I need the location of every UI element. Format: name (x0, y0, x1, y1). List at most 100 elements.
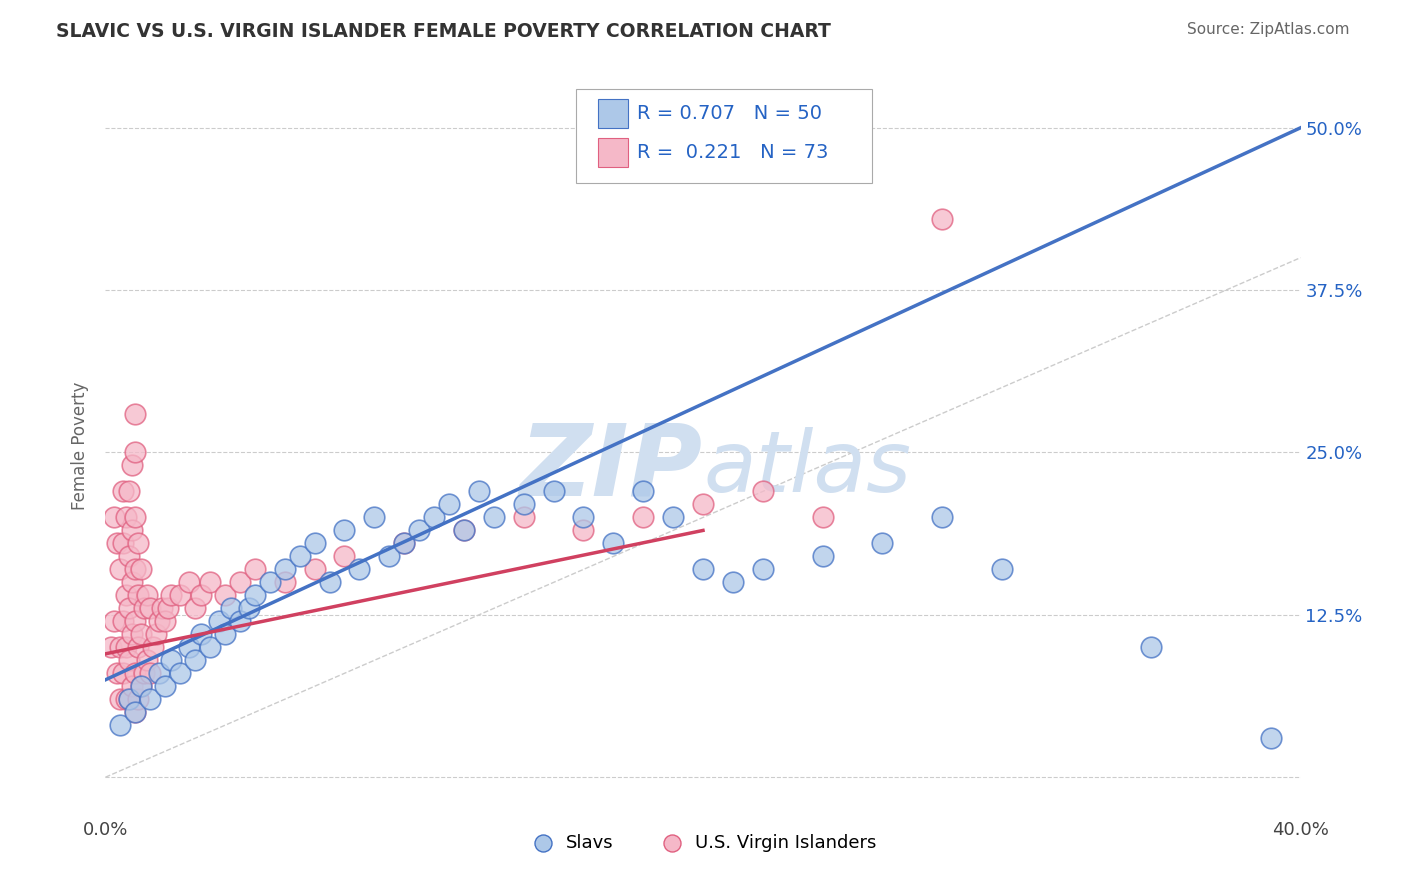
Point (543, 484, 565, 499)
Point (129, 679, 153, 693)
Text: Source: ZipAtlas.com: Source: ZipAtlas.com (1187, 22, 1350, 37)
Point (136, 588, 159, 602)
Point (468, 484, 491, 499)
Point (127, 536, 149, 550)
Point (259, 575, 281, 590)
Point (513, 498, 536, 512)
Point (177, 640, 201, 655)
Point (721, 575, 744, 590)
Point (148, 666, 170, 681)
Point (423, 510, 446, 524)
Point (363, 510, 385, 524)
Point (437, 498, 460, 512)
Point (751, 484, 773, 499)
Point (219, 601, 242, 615)
Text: ZIP: ZIP (520, 420, 703, 516)
Point (129, 562, 153, 576)
Point (184, 653, 207, 667)
Point (513, 510, 536, 524)
Point (811, 510, 834, 524)
Point (121, 575, 143, 590)
Point (243, 562, 266, 576)
Point (169, 588, 191, 602)
Point (184, 601, 207, 615)
Point (134, 601, 156, 615)
Point (124, 562, 146, 576)
Point (112, 536, 135, 550)
Point (160, 588, 183, 602)
Text: R = 0.707   N = 50: R = 0.707 N = 50 (637, 103, 823, 123)
Point (692, 562, 714, 576)
Point (304, 536, 326, 550)
Point (124, 445, 146, 459)
Point (408, 524, 430, 538)
Point (124, 706, 146, 720)
Point (115, 692, 138, 706)
Point (129, 627, 153, 641)
Point (118, 692, 141, 706)
Point (1260, 731, 1282, 746)
Point (115, 510, 138, 524)
Point (136, 653, 159, 667)
Point (155, 679, 177, 693)
Point (198, 640, 221, 655)
Point (214, 588, 236, 602)
Point (177, 575, 201, 590)
Point (124, 706, 146, 720)
Point (394, 536, 416, 550)
Point (333, 524, 356, 538)
Point (160, 653, 183, 667)
Point (190, 588, 212, 602)
Point (110, 562, 132, 576)
Point (692, 498, 714, 512)
Point (453, 524, 475, 538)
Point (394, 536, 416, 550)
Point (110, 718, 132, 732)
Point (229, 575, 252, 590)
Text: atlas: atlas (703, 426, 911, 509)
Point (112, 666, 135, 681)
Point (931, 510, 953, 524)
Point (121, 524, 143, 538)
Text: R =  0.221   N = 73: R = 0.221 N = 73 (637, 143, 828, 162)
Y-axis label: Female Poverty: Female Poverty (72, 382, 90, 510)
Legend: Slavs, U.S. Virgin Islanders: Slavs, U.S. Virgin Islanders (523, 827, 883, 859)
Point (118, 549, 141, 564)
Point (121, 458, 143, 473)
Point (134, 666, 156, 681)
Point (112, 615, 135, 629)
Point (243, 588, 266, 602)
Point (121, 679, 143, 693)
Point (304, 562, 326, 576)
Point (931, 211, 953, 226)
Point (157, 601, 180, 615)
Point (214, 627, 236, 641)
Point (107, 536, 129, 550)
Point (751, 562, 773, 576)
Point (115, 588, 138, 602)
Point (288, 549, 311, 564)
Point (482, 510, 505, 524)
Point (103, 615, 125, 629)
Point (238, 601, 260, 615)
Point (872, 536, 894, 550)
Point (118, 692, 141, 706)
Point (229, 615, 252, 629)
Point (110, 692, 132, 706)
Point (148, 615, 170, 629)
Point (124, 510, 146, 524)
Point (124, 666, 146, 681)
Point (378, 549, 401, 564)
Point (811, 549, 834, 564)
Point (602, 536, 624, 550)
Point (118, 601, 141, 615)
Point (273, 575, 295, 590)
Point (453, 524, 475, 538)
Point (198, 575, 221, 590)
Point (349, 562, 371, 576)
Point (115, 640, 138, 655)
Point (333, 549, 356, 564)
Point (127, 692, 149, 706)
Point (139, 601, 162, 615)
Point (633, 510, 655, 524)
